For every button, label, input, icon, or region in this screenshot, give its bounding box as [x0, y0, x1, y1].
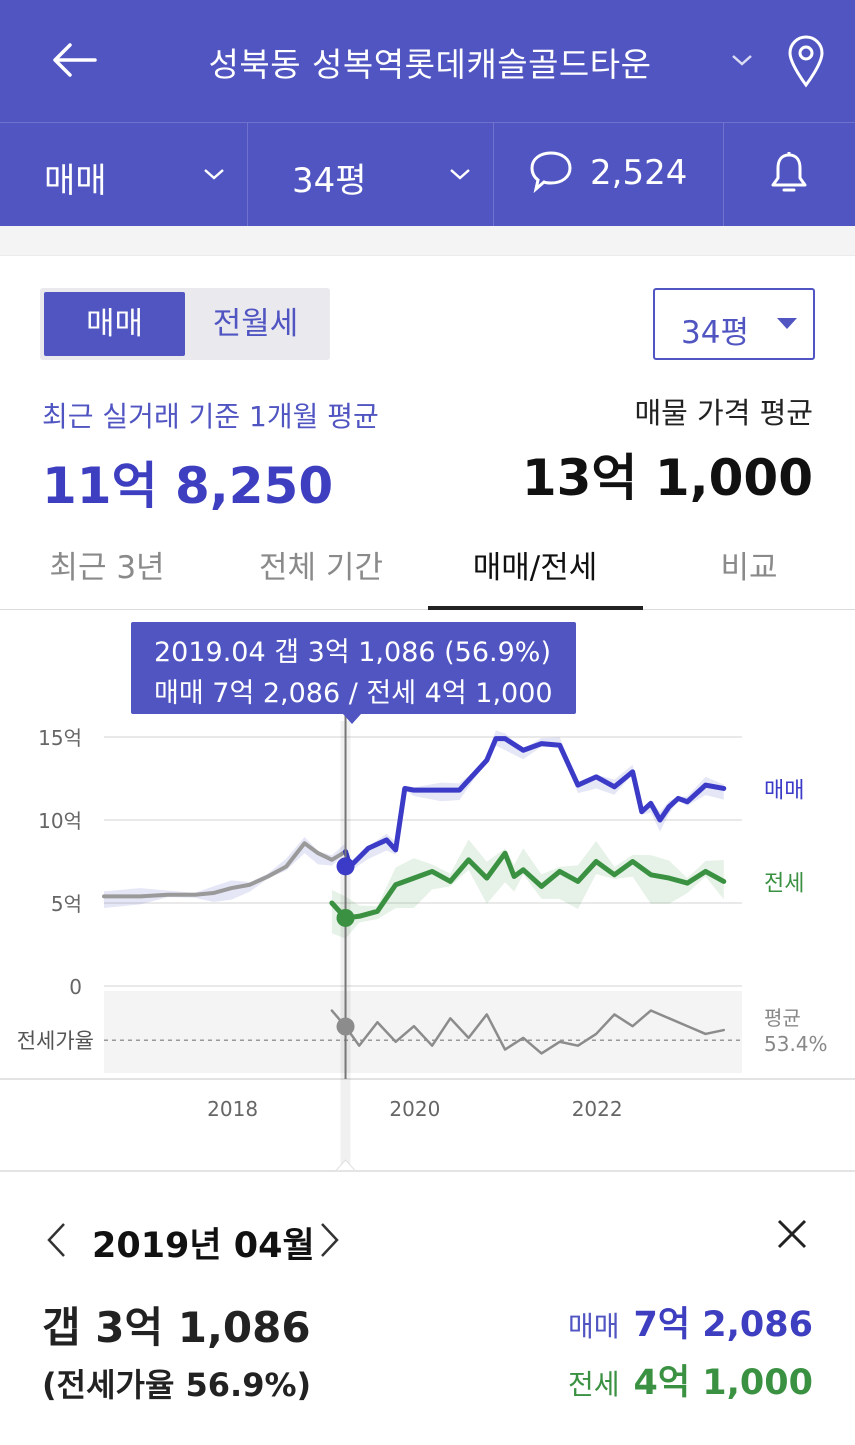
close-icon[interactable]: [776, 1218, 808, 1250]
tooltip-pointer: [343, 714, 361, 724]
gap-amount: 갭 3억 1,086: [42, 1303, 311, 1352]
ratio-selected-point: [336, 1017, 355, 1036]
back-arrow-icon[interactable]: [50, 40, 100, 80]
y-tick-label: 5억: [51, 892, 82, 916]
header-filter-bar: 매매 34평 2,524: [0, 122, 855, 227]
jeonse-ratio-line: [330, 1009, 726, 1055]
comment-count: 2,524: [590, 153, 688, 193]
sale-line: [343, 736, 727, 869]
jeonse-selected-point: [336, 908, 355, 927]
jeonse-ratio: (전세가율 56.9%): [42, 1366, 312, 1404]
comments-button[interactable]: 2,524: [494, 123, 724, 227]
panel-rent-row: 전세 4억 1,000: [568, 1354, 813, 1405]
chevron-right-icon[interactable]: [318, 1220, 342, 1260]
y-tick-label: 10억: [38, 809, 82, 833]
ratio-panel-bg: [104, 991, 742, 1073]
tab-compare[interactable]: 비교: [720, 550, 778, 586]
tab-all-period[interactable]: 전체 기간: [259, 550, 383, 586]
chevron-down-icon[interactable]: [728, 50, 756, 70]
x-tick-label: 2022: [572, 1097, 623, 1121]
panel-rent-value: 4억 1,000: [633, 1363, 813, 1403]
panel-sale-value: 7억 2,086: [633, 1305, 813, 1345]
bell-icon: [771, 152, 807, 192]
period-tabs: 최근 3년 전체 기간 매매/전세 비교: [0, 520, 855, 610]
chevron-down-icon: [204, 169, 224, 180]
x-tick-label: 2018: [207, 1097, 258, 1121]
section-divider: [0, 226, 855, 256]
caret-down-icon: [777, 318, 797, 329]
speech-bubble-icon: [530, 151, 572, 193]
size-dropdown-label: 34평: [681, 315, 749, 351]
panel-date: 2019년 04월: [92, 1226, 315, 1266]
deal-type-label: 매매: [44, 161, 107, 201]
size-dropdown[interactable]: 34평: [653, 288, 815, 360]
y-tick-label: 15억: [38, 726, 82, 750]
segment-sale[interactable]: 매매: [44, 292, 185, 356]
complex-title[interactable]: 성북동 성복역롯데캐슬골드타운: [208, 45, 652, 84]
panel-sale-label: 매매: [568, 1310, 620, 1343]
x-tick-label: 2020: [389, 1097, 440, 1121]
recent-basis-value: 11억 8,250: [42, 457, 334, 515]
segment-rent[interactable]: 전월세: [212, 306, 299, 342]
tab-recent-3y[interactable]: 최근 3년: [49, 550, 165, 586]
jeonse-line: [329, 850, 727, 921]
average-label: 평균: [764, 1006, 801, 1030]
listing-average-value: 13억 1,000: [521, 449, 813, 507]
size-select[interactable]: 34평: [248, 123, 494, 227]
panel-sale-row: 매매 7억 2,086: [568, 1296, 813, 1347]
notification-button[interactable]: [724, 123, 855, 227]
chart-tooltip: 2019.04 갭 3억 1,086 (56.9%) 매매 7억 2,086 /…: [131, 622, 576, 724]
detail-panel: 2019년 04월 갭 3억 1,086 (전세가율 56.9%) 매매 7억 2…: [0, 1172, 855, 1445]
panel-rent-label: 전세: [568, 1368, 620, 1401]
sale-selected-point: [336, 857, 355, 876]
chevron-left-icon[interactable]: [44, 1220, 68, 1260]
chevron-down-icon: [450, 169, 470, 180]
tooltip-line-gap: 2019.04 갭 3억 1,086 (56.9%): [154, 637, 551, 668]
recent-basis-label: 최근 실거래 기준 1개월 평균: [42, 400, 379, 433]
listing-average-label: 매물 가격 평균: [634, 396, 813, 430]
jeonse-series-label: 전세: [764, 871, 804, 896]
size-label: 34평: [292, 161, 367, 201]
average-value: 53.4%: [764, 1032, 828, 1056]
selection-caret: [334, 1159, 357, 1171]
location-pin-icon[interactable]: [785, 34, 827, 88]
active-tab-indicator: [428, 606, 643, 610]
sale-series-label: 매매: [764, 778, 804, 803]
deal-type-select[interactable]: 매매: [0, 123, 248, 227]
header-top-bar: 성북동 성복역롯데캐슬골드타운: [0, 0, 855, 122]
ratio-axis-label: 전세가율: [17, 1029, 94, 1053]
tab-sale-jeonse[interactable]: 매매/전세: [472, 550, 598, 586]
panel-divider: [0, 1170, 855, 1172]
app-header: 성북동 성복역롯데캐슬골드타운 매매 34평 2,524: [0, 0, 855, 227]
tooltip-line-prices: 매매 7억 2,086 / 전세 4억 1,000: [154, 678, 553, 709]
y-tick-label: 0: [69, 975, 82, 999]
deal-segment-control: 매매 전월세: [40, 288, 330, 360]
sale-line-past: [102, 841, 348, 899]
